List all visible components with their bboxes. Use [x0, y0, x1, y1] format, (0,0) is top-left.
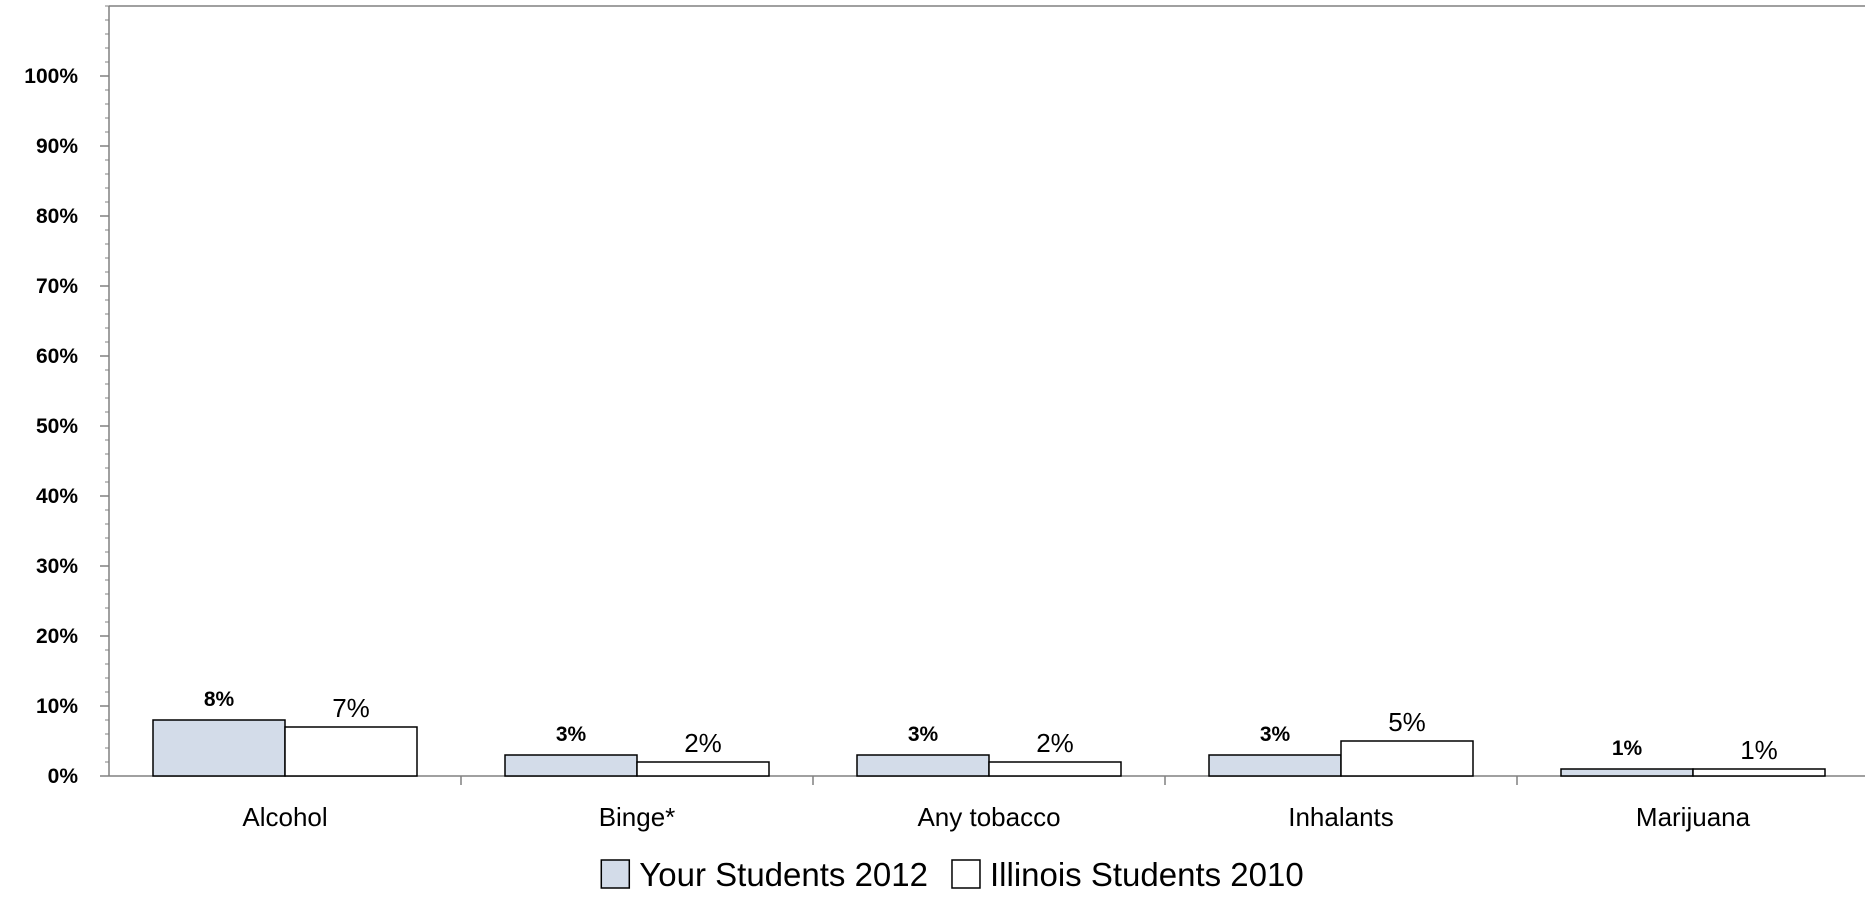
data-label: 8%	[204, 688, 235, 711]
bar	[284, 726, 418, 777]
data-label: 3%	[556, 723, 587, 746]
y-tick-label: 40%	[36, 485, 78, 508]
x-tick-label: Inhalants	[1288, 802, 1394, 832]
y-tick-label: 60%	[36, 345, 78, 368]
data-label: 3%	[1260, 723, 1291, 746]
y-tick-label: 0%	[48, 765, 79, 788]
x-tick-label: Alcohol	[242, 802, 327, 832]
data-label: 5%	[1388, 707, 1426, 737]
labels-group: 8% 7% Alcohol 3% 2% Binge* 3% 2% Any tobacco 3% 5%…	[204, 688, 1778, 832]
bar	[1208, 754, 1342, 777]
bar	[1692, 768, 1826, 777]
legend-label: Your Students 2012	[639, 856, 928, 893]
bars-group	[152, 719, 1826, 777]
legend-swatch	[951, 859, 981, 889]
bar	[1340, 740, 1474, 777]
y-tick-label: 100%	[24, 65, 78, 88]
bar	[152, 719, 286, 777]
x-tick-label: Any tobacco	[917, 802, 1060, 832]
data-label: 3%	[908, 723, 939, 746]
y-tick-label: 20%	[36, 625, 78, 648]
data-label: 2%	[684, 728, 722, 758]
y-tick-label: 70%	[36, 275, 78, 298]
y-tick-label: 90%	[36, 135, 78, 158]
x-tick-label: Binge*	[599, 802, 676, 832]
y-tick-label: 50%	[36, 415, 78, 438]
bar	[988, 761, 1122, 777]
data-label: 2%	[1036, 728, 1074, 758]
data-label: 1%	[1740, 735, 1778, 765]
x-tick-label: Marijuana	[1636, 802, 1751, 832]
axes-group: 0% 10% 20% 30% 40% 50% 60% 70% 80% 90% 100%	[24, 5, 1865, 788]
y-tick-label: 80%	[36, 205, 78, 228]
legend-group: Your Students 2012 Illinois Students 2010	[600, 856, 1304, 893]
bar	[1560, 768, 1694, 777]
data-label: 1%	[1612, 737, 1643, 760]
y-tick-label: 10%	[36, 695, 78, 718]
bar	[636, 761, 770, 777]
legend-swatch	[600, 859, 631, 889]
legend-label: Illinois Students 2010	[990, 856, 1304, 893]
y-tick-label: 30%	[36, 555, 78, 578]
bar	[856, 754, 990, 777]
bar	[504, 754, 638, 777]
data-label: 7%	[332, 693, 370, 723]
